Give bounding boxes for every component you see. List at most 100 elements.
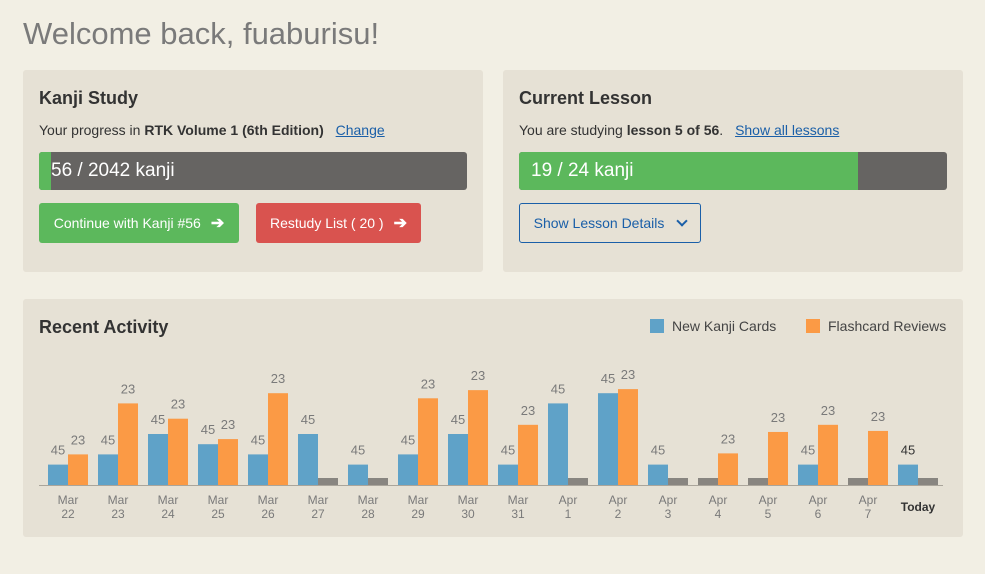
x-tick-label: 1 [565, 507, 572, 521]
data-label: 45 [51, 443, 65, 458]
bar-flashcard-reviews [918, 478, 938, 485]
progress-prefix: Your progress in [39, 122, 141, 138]
data-label: 45 [101, 432, 115, 447]
x-tick-label: 31 [511, 507, 525, 521]
x-tick-label: Mar [508, 493, 529, 507]
current-lesson-title: Current Lesson [519, 88, 653, 108]
x-tick-label: 4 [715, 507, 722, 521]
data-label: 23 [521, 403, 535, 418]
bar-flashcard-reviews [568, 478, 588, 485]
restudy-label: Restudy List ( 20 ) [269, 215, 384, 231]
bar-new-kanji [698, 478, 718, 485]
x-tick-label: 24 [161, 507, 175, 521]
continue-label: Continue with Kanji #56 [53, 215, 201, 231]
data-label: 23 [421, 376, 435, 391]
bar-new-kanji [648, 464, 668, 485]
bar-flashcard-reviews [318, 478, 338, 485]
kanji-study-title: Kanji Study [39, 88, 139, 108]
bar-new-kanji [798, 464, 818, 485]
bar-flashcard-reviews [468, 390, 488, 485]
x-tick-label: 3 [665, 507, 672, 521]
lesson-number: lesson 5 of 56 [626, 122, 720, 138]
show-lesson-details-label: Show Lesson Details [533, 215, 665, 231]
lesson-prefix: You are studying [519, 122, 623, 138]
data-label: 23 [821, 403, 835, 418]
data-label: 45 [501, 443, 515, 458]
legend-new-kanji: New Kanji Cards [650, 318, 776, 334]
bar-new-kanji [98, 454, 118, 485]
recent-activity-title: Recent Activity [39, 317, 169, 337]
data-label: 45 [201, 422, 215, 437]
lesson-progress-text: 19 / 24 kanji [531, 160, 634, 181]
data-label: 45 [251, 432, 265, 447]
bar-flashcard-reviews [368, 478, 388, 485]
bar-new-kanji [548, 403, 568, 485]
bar-flashcard-reviews [868, 430, 888, 485]
bar-new-kanji [148, 434, 168, 485]
bar-flashcard-reviews [268, 393, 288, 485]
legend-swatch-new [650, 319, 664, 333]
data-label: 23 [271, 371, 285, 386]
lesson-description: You are studying lesson 5 of 56. Show al… [519, 122, 839, 138]
bar-new-kanji [748, 478, 768, 485]
change-book-link[interactable]: Change [335, 122, 385, 138]
data-label: 23 [721, 431, 735, 446]
lesson-period: . [719, 122, 724, 138]
x-tick-label: Mar [58, 493, 79, 507]
x-tick-label: Apr [609, 493, 628, 507]
show-lesson-details-button[interactable]: Show Lesson Details [519, 203, 701, 243]
x-tick-label: Apr [659, 493, 678, 507]
data-label: 23 [171, 397, 185, 412]
x-tick-label: Mar [258, 493, 279, 507]
bar-new-kanji [848, 478, 868, 485]
current-lesson-panel: Current Lesson You are studying lesson 5… [503, 70, 963, 272]
data-label: 45 [551, 381, 565, 396]
data-label: 45 [401, 432, 415, 447]
restudy-button[interactable]: Restudy List ( 20 ) ➔ [256, 203, 421, 243]
arrow-right-icon: ➔ [210, 215, 225, 232]
bar-new-kanji [248, 454, 268, 485]
x-tick-label: 5 [765, 507, 772, 521]
kanji-progress-bar: 56 / 2042 kanji [39, 152, 467, 190]
x-tick-label: Mar [208, 493, 229, 507]
book-name: RTK Volume 1 (6th Edition) [144, 122, 324, 138]
x-tick-label: Mar [308, 493, 329, 507]
recent-activity-panel: Recent Activity New Kanji Cards Flashcar… [23, 299, 963, 537]
x-tick-label: 30 [461, 507, 475, 521]
arrow-right-icon: ➔ [393, 215, 407, 232]
data-label: 45 [601, 371, 615, 386]
x-tick-label: 27 [311, 507, 325, 521]
x-tick-label: Mar [408, 493, 429, 507]
bar-flashcard-reviews [718, 453, 738, 485]
data-label: 23 [471, 368, 485, 383]
bar-flashcard-reviews [218, 439, 238, 485]
legend-reviews-label: Flashcard Reviews [828, 318, 947, 334]
bar-new-kanji [48, 464, 68, 485]
x-tick-label: Today [901, 500, 936, 514]
bar-flashcard-reviews [118, 403, 138, 485]
data-label: 45 [301, 412, 315, 427]
data-label: 45 [801, 443, 815, 458]
bar-new-kanji [298, 434, 318, 485]
bar-new-kanji [398, 454, 418, 485]
data-label: 45 [151, 412, 165, 427]
kanji-progress-fill [39, 152, 51, 190]
chevron-down-icon [676, 215, 689, 227]
x-tick-label: 29 [411, 507, 425, 521]
data-label: 45 [651, 443, 665, 458]
kanji-study-panel: Kanji Study Your progress in RTK Volume … [23, 70, 483, 272]
show-all-lessons-link[interactable]: Show all lessons [735, 122, 840, 138]
kanji-progress-text: 56 / 2042 kanji [51, 160, 175, 181]
data-label: 23 [221, 417, 235, 432]
legend-new-label: New Kanji Cards [672, 318, 777, 334]
data-label: 45 [451, 412, 465, 427]
data-label: 23 [621, 367, 635, 382]
bar-flashcard-reviews [618, 389, 638, 485]
x-tick-label: Mar [358, 493, 379, 507]
x-tick-label: 28 [361, 507, 375, 521]
continue-button[interactable]: Continue with Kanji #56 ➔ [39, 203, 239, 243]
lesson-progress-fill [519, 152, 858, 190]
x-tick-label: Apr [809, 493, 828, 507]
x-tick-label: Mar [108, 493, 129, 507]
bar-new-kanji [198, 444, 218, 485]
